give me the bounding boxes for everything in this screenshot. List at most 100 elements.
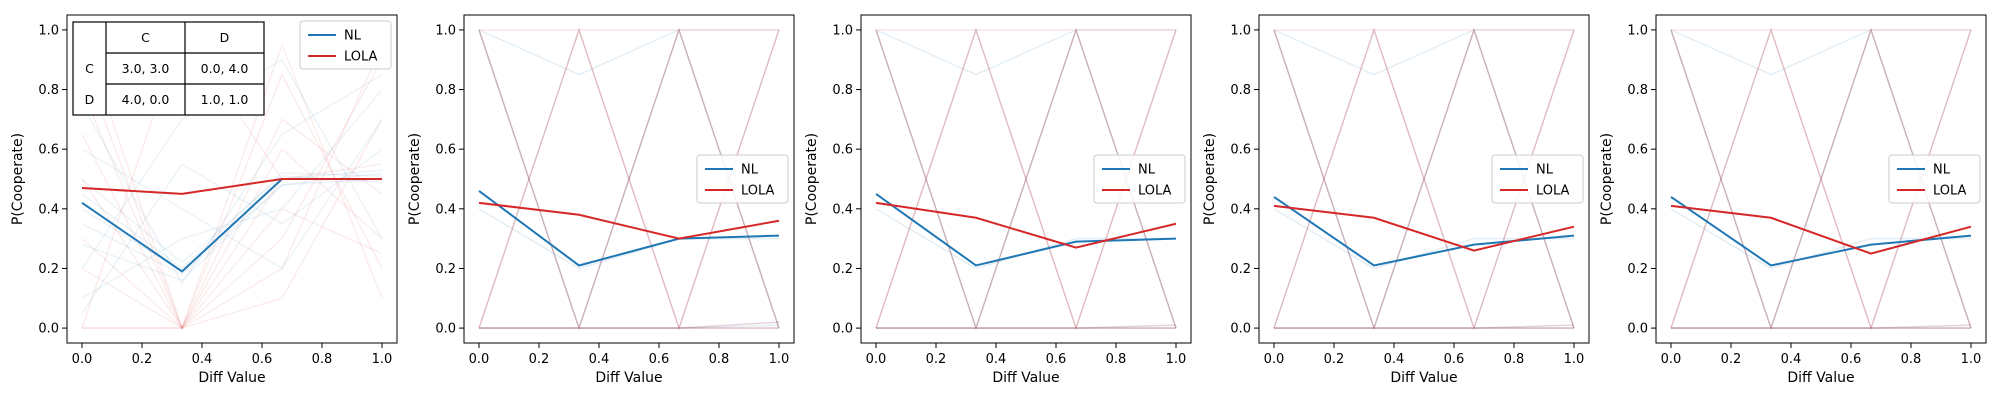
legend: NL LOLA — [1492, 155, 1583, 203]
series-line-nl — [1671, 197, 1971, 266]
y-tick-label: 1.0 — [1230, 23, 1251, 38]
x-tick-label: 0.0 — [1661, 352, 1682, 367]
legend-label-lola: LOLA — [1138, 184, 1172, 199]
y-tick-label: 0.0 — [832, 322, 853, 337]
legend-label-lola: LOLA — [741, 184, 775, 199]
legend-label-nl: NL — [344, 29, 362, 44]
y-tick-label: 1.0 — [1627, 23, 1648, 38]
y-tick-label: 0.0 — [435, 322, 456, 337]
x-tick-label: 0.8 — [709, 352, 730, 367]
series-line-lola — [1671, 206, 1971, 254]
faint-run-lola — [479, 322, 779, 328]
table-cell: 1.0, 1.0 — [201, 92, 249, 107]
x-tick-label: 0.8 — [1106, 352, 1127, 367]
faint-run-nl — [1274, 30, 1574, 75]
x-tick-label: 0.6 — [1444, 352, 1465, 367]
y-tick-label: 1.0 — [832, 23, 853, 38]
x-tick-label: 0.4 — [192, 352, 213, 367]
legend-label-lola: LOLA — [1933, 184, 1967, 199]
legend-label-nl: NL — [1138, 163, 1156, 178]
x-tick-label: 0.4 — [1781, 352, 1802, 367]
x-tick-label: 0.0 — [1264, 352, 1285, 367]
y-axis-label: P(Cooperate) — [804, 133, 820, 225]
y-tick-label: 0.6 — [832, 143, 853, 158]
faint-run-nl — [876, 209, 1176, 269]
x-tick-label: 1.0 — [1961, 352, 1982, 367]
table-cell: 4.0, 0.0 — [122, 92, 170, 107]
y-axis-label: P(Cooperate) — [407, 133, 423, 225]
y-tick-label: 0.6 — [1627, 143, 1648, 158]
legend-label-lola: LOLA — [1536, 184, 1570, 199]
faint-run-nl — [479, 209, 779, 269]
legend-label-nl: NL — [1536, 163, 1554, 178]
table-row-header: D — [85, 92, 95, 107]
y-tick-label: 0.0 — [38, 322, 59, 337]
y-tick-label: 0.2 — [1230, 262, 1251, 277]
x-tick-label: 0.8 — [1901, 352, 1922, 367]
y-tick-label: 0.8 — [832, 83, 853, 98]
y-tick-label: 0.4 — [435, 202, 456, 217]
y-tick-label: 0.2 — [435, 262, 456, 277]
legend: NL LOLA — [1094, 155, 1185, 203]
y-tick-label: 0.0 — [1230, 322, 1251, 337]
y-tick-label: 1.0 — [38, 23, 59, 38]
y-tick-label: 0.4 — [1230, 202, 1251, 217]
x-tick-label: 0.6 — [1841, 352, 1862, 367]
y-tick-label: 0.6 — [435, 143, 456, 158]
table-cell: 3.0, 3.0 — [122, 61, 170, 76]
faint-run-nl — [82, 176, 382, 262]
x-axis-label: Diff Value — [1787, 370, 1854, 386]
x-tick-label: 0.8 — [1504, 352, 1525, 367]
x-tick-label: 1.0 — [1166, 352, 1187, 367]
faint-run-nl — [1671, 30, 1971, 75]
y-tick-label: 0.6 — [1230, 143, 1251, 158]
y-tick-label: 0.6 — [38, 143, 59, 158]
x-tick-label: 0.6 — [1046, 352, 1067, 367]
y-tick-label: 0.2 — [38, 262, 59, 277]
legend-label-nl: NL — [741, 163, 759, 178]
x-tick-label: 1.0 — [1564, 352, 1585, 367]
y-tick-label: 0.2 — [1627, 262, 1648, 277]
y-axis-label: P(Cooperate) — [1599, 133, 1615, 225]
x-tick-label: 0.4 — [589, 352, 610, 367]
faint-run-nl — [876, 30, 1176, 75]
chart-panel-3: 0.0 0.2 0.4 0.6 0.8 1.0 0.0 0.2 0.4 0.6 0.8 1.0 Diff… — [804, 15, 1191, 386]
table-header-cell: C — [141, 30, 150, 45]
y-tick-label: 0.8 — [1627, 83, 1648, 98]
y-tick-label: 0.2 — [832, 262, 853, 277]
y-axis-label: P(Cooperate) — [10, 133, 26, 225]
series-line-nl — [1274, 197, 1574, 266]
y-axis-label: P(Cooperate) — [1202, 133, 1218, 225]
x-axis-label: Diff Value — [595, 370, 662, 386]
series-line-lola — [479, 203, 779, 239]
legend-label-nl: NL — [1933, 163, 1951, 178]
table-header-cell: D — [220, 30, 230, 45]
y-tick-label: 1.0 — [435, 23, 456, 38]
x-tick-label: 0.0 — [469, 352, 490, 367]
faint-run-lola — [82, 119, 382, 328]
y-tick-label: 0.4 — [832, 202, 853, 217]
x-tick-label: 0.2 — [1324, 352, 1345, 367]
x-tick-label: 0.8 — [312, 352, 333, 367]
faint-run-nl — [1274, 209, 1574, 269]
x-tick-label: 0.0 — [866, 352, 887, 367]
x-axis-label: Diff Value — [1390, 370, 1457, 386]
y-tick-label: 0.8 — [435, 83, 456, 98]
x-tick-label: 0.2 — [529, 352, 550, 367]
y-tick-label: 0.0 — [1627, 322, 1648, 337]
x-tick-label: 1.0 — [372, 352, 393, 367]
x-tick-label: 0.2 — [926, 352, 947, 367]
x-tick-label: 0.4 — [986, 352, 1007, 367]
legend: NL LOLA — [697, 155, 788, 203]
x-tick-label: 0.2 — [1721, 352, 1742, 367]
legend: NL LOLA — [1889, 155, 1980, 203]
x-axis-label: Diff Value — [992, 370, 1059, 386]
x-tick-label: 0.6 — [252, 352, 273, 367]
